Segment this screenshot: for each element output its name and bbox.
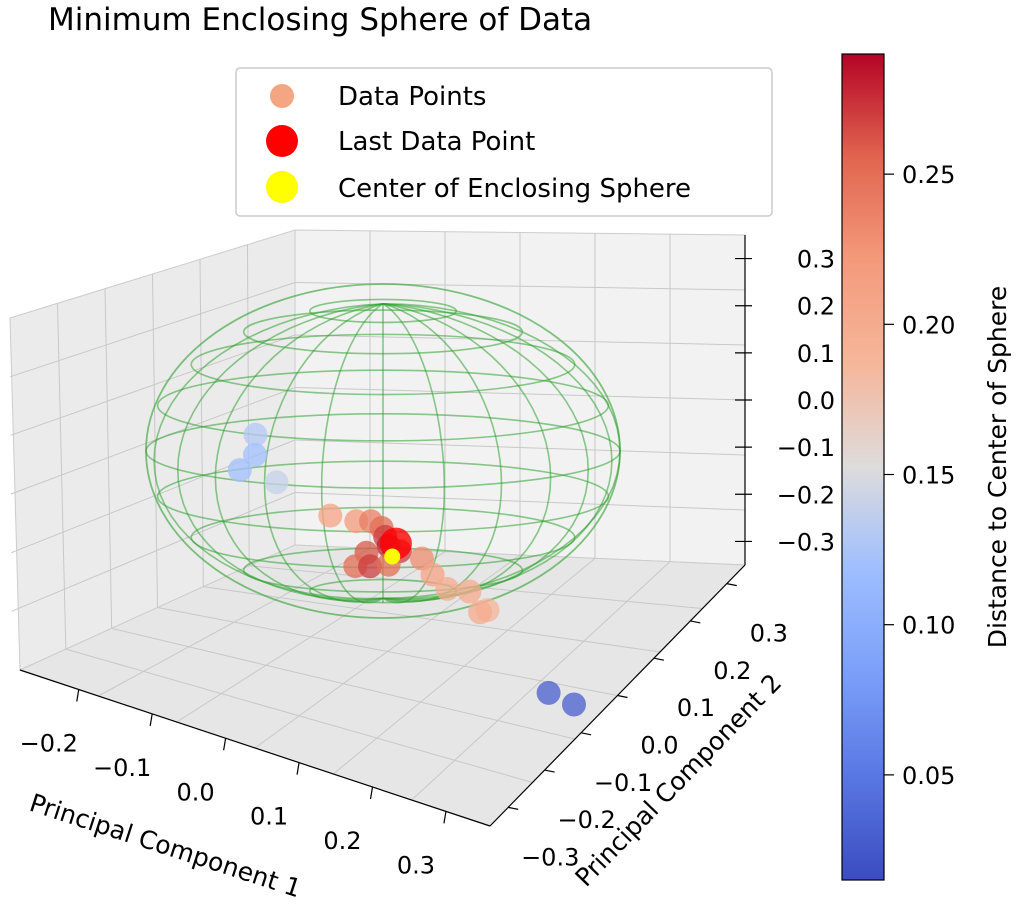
colorbar-ticks: 0.05 0.10 0.15 0.20 0.25 <box>884 161 955 790</box>
data-point <box>468 600 493 625</box>
sphere-longitude-line <box>263 303 384 603</box>
x-tick-mark <box>149 713 153 726</box>
colorbar-tick-label: 0.15 <box>902 462 955 490</box>
grid-lines <box>10 230 746 801</box>
z-tick-label: 0.1 <box>797 340 835 368</box>
y-tick-mark <box>508 806 519 810</box>
grid-line <box>294 492 746 511</box>
legend-marker-last-point <box>266 125 298 157</box>
grid-line <box>10 387 296 495</box>
y-tick-mark <box>544 769 555 773</box>
sphere-longitude-line <box>382 303 590 601</box>
legend-box <box>235 67 773 217</box>
x-tick-mark <box>223 738 227 751</box>
chart-title: Minimum Enclosing Sphere of Data <box>48 2 593 38</box>
z-tick-label: −0.1 <box>777 434 835 462</box>
x-tick-mark <box>369 786 374 800</box>
y-tick-label: 0.0 <box>640 732 678 760</box>
x-tick-mark <box>76 689 80 702</box>
sphere-longitude-line <box>382 303 446 604</box>
grid-line <box>104 288 113 629</box>
legend-label-last-point: Last Data Point <box>338 127 535 157</box>
y-tick-label: 0.2 <box>713 657 751 685</box>
data-point <box>420 562 445 587</box>
data-point <box>264 470 289 495</box>
z-tick-label: −0.3 <box>777 528 835 556</box>
z-tick-label: 0.3 <box>797 246 835 274</box>
colorbar-tick-label: 0.25 <box>902 161 955 189</box>
legend-label-center: Center of Enclosing Sphere <box>338 174 691 204</box>
data-point <box>243 442 267 467</box>
sphere-center-point <box>384 548 401 565</box>
y-tick-mark <box>580 732 592 736</box>
data-point <box>562 692 586 717</box>
x-tick-label: −0.1 <box>93 754 151 782</box>
y-tick-mark <box>617 694 628 699</box>
colorbar-tick-label: 0.10 <box>902 612 955 640</box>
colorbar-tick-label: 0.05 <box>902 762 955 790</box>
x-tick-label: −0.2 <box>20 730 78 758</box>
data-point <box>227 458 252 483</box>
x-tick-label: 0.1 <box>250 803 288 831</box>
z-tick-label: 0.2 <box>797 293 835 321</box>
z-tick-label: −0.2 <box>777 481 835 509</box>
colorbar-gradient <box>841 53 885 881</box>
sphere-longitude-line <box>176 303 384 601</box>
z-tick-label: 0.0 <box>797 387 835 415</box>
colorbar: 0.05 0.10 0.15 0.20 0.25 Distance to Center … <box>841 53 1012 881</box>
data-point <box>536 680 561 705</box>
y-tick-label: 0.3 <box>750 620 788 648</box>
data-points <box>227 422 586 717</box>
y-tick-mark <box>690 620 701 624</box>
y-tick-label: −0.1 <box>594 769 652 797</box>
grid-line <box>199 259 204 587</box>
sphere-outline <box>145 283 621 619</box>
x-tick-label: 0.2 <box>323 827 361 855</box>
legend-marker-data-points <box>270 84 294 108</box>
data-point <box>457 579 482 604</box>
data-point <box>243 422 268 447</box>
x-tick-mark <box>296 762 300 775</box>
data-point <box>358 554 382 579</box>
axes-3d: −0.2 −0.1 0.0 0.1 0.2 0.3 −0.3 −0.2 −0.1 0.0 0.1 0.… <box>9 229 835 880</box>
colorbar-tick-label: 0.20 <box>902 311 955 339</box>
colorbar-label: Distance to Center of Sphere <box>983 286 1012 649</box>
data-point <box>435 576 460 601</box>
sphere-longitude-line <box>320 303 384 604</box>
y-tick-label: −0.2 <box>558 806 616 834</box>
x-tick-label: 0.3 <box>397 851 435 879</box>
x-axis-line <box>19 669 491 827</box>
y-tick-mark <box>726 583 737 587</box>
legend: Data Points Last Data Point Center of En… <box>235 67 773 217</box>
legend-marker-center <box>266 171 298 203</box>
y-tick-label: −0.3 <box>521 843 579 871</box>
axis-ticks: −0.2 −0.1 0.0 0.1 0.2 0.3 −0.3 −0.2 −0.1 0.0 0.1 0.… <box>20 246 835 880</box>
sphere-longitude-line <box>153 303 384 600</box>
legend-label-data-points: Data Points <box>338 82 486 112</box>
grid-line <box>11 492 296 612</box>
data-point <box>318 503 343 528</box>
x-tick-label: 0.0 <box>177 778 215 806</box>
x-tick-mark <box>443 811 447 824</box>
y-tick-label: 0.1 <box>677 694 715 722</box>
y-tick-mark <box>653 657 665 661</box>
